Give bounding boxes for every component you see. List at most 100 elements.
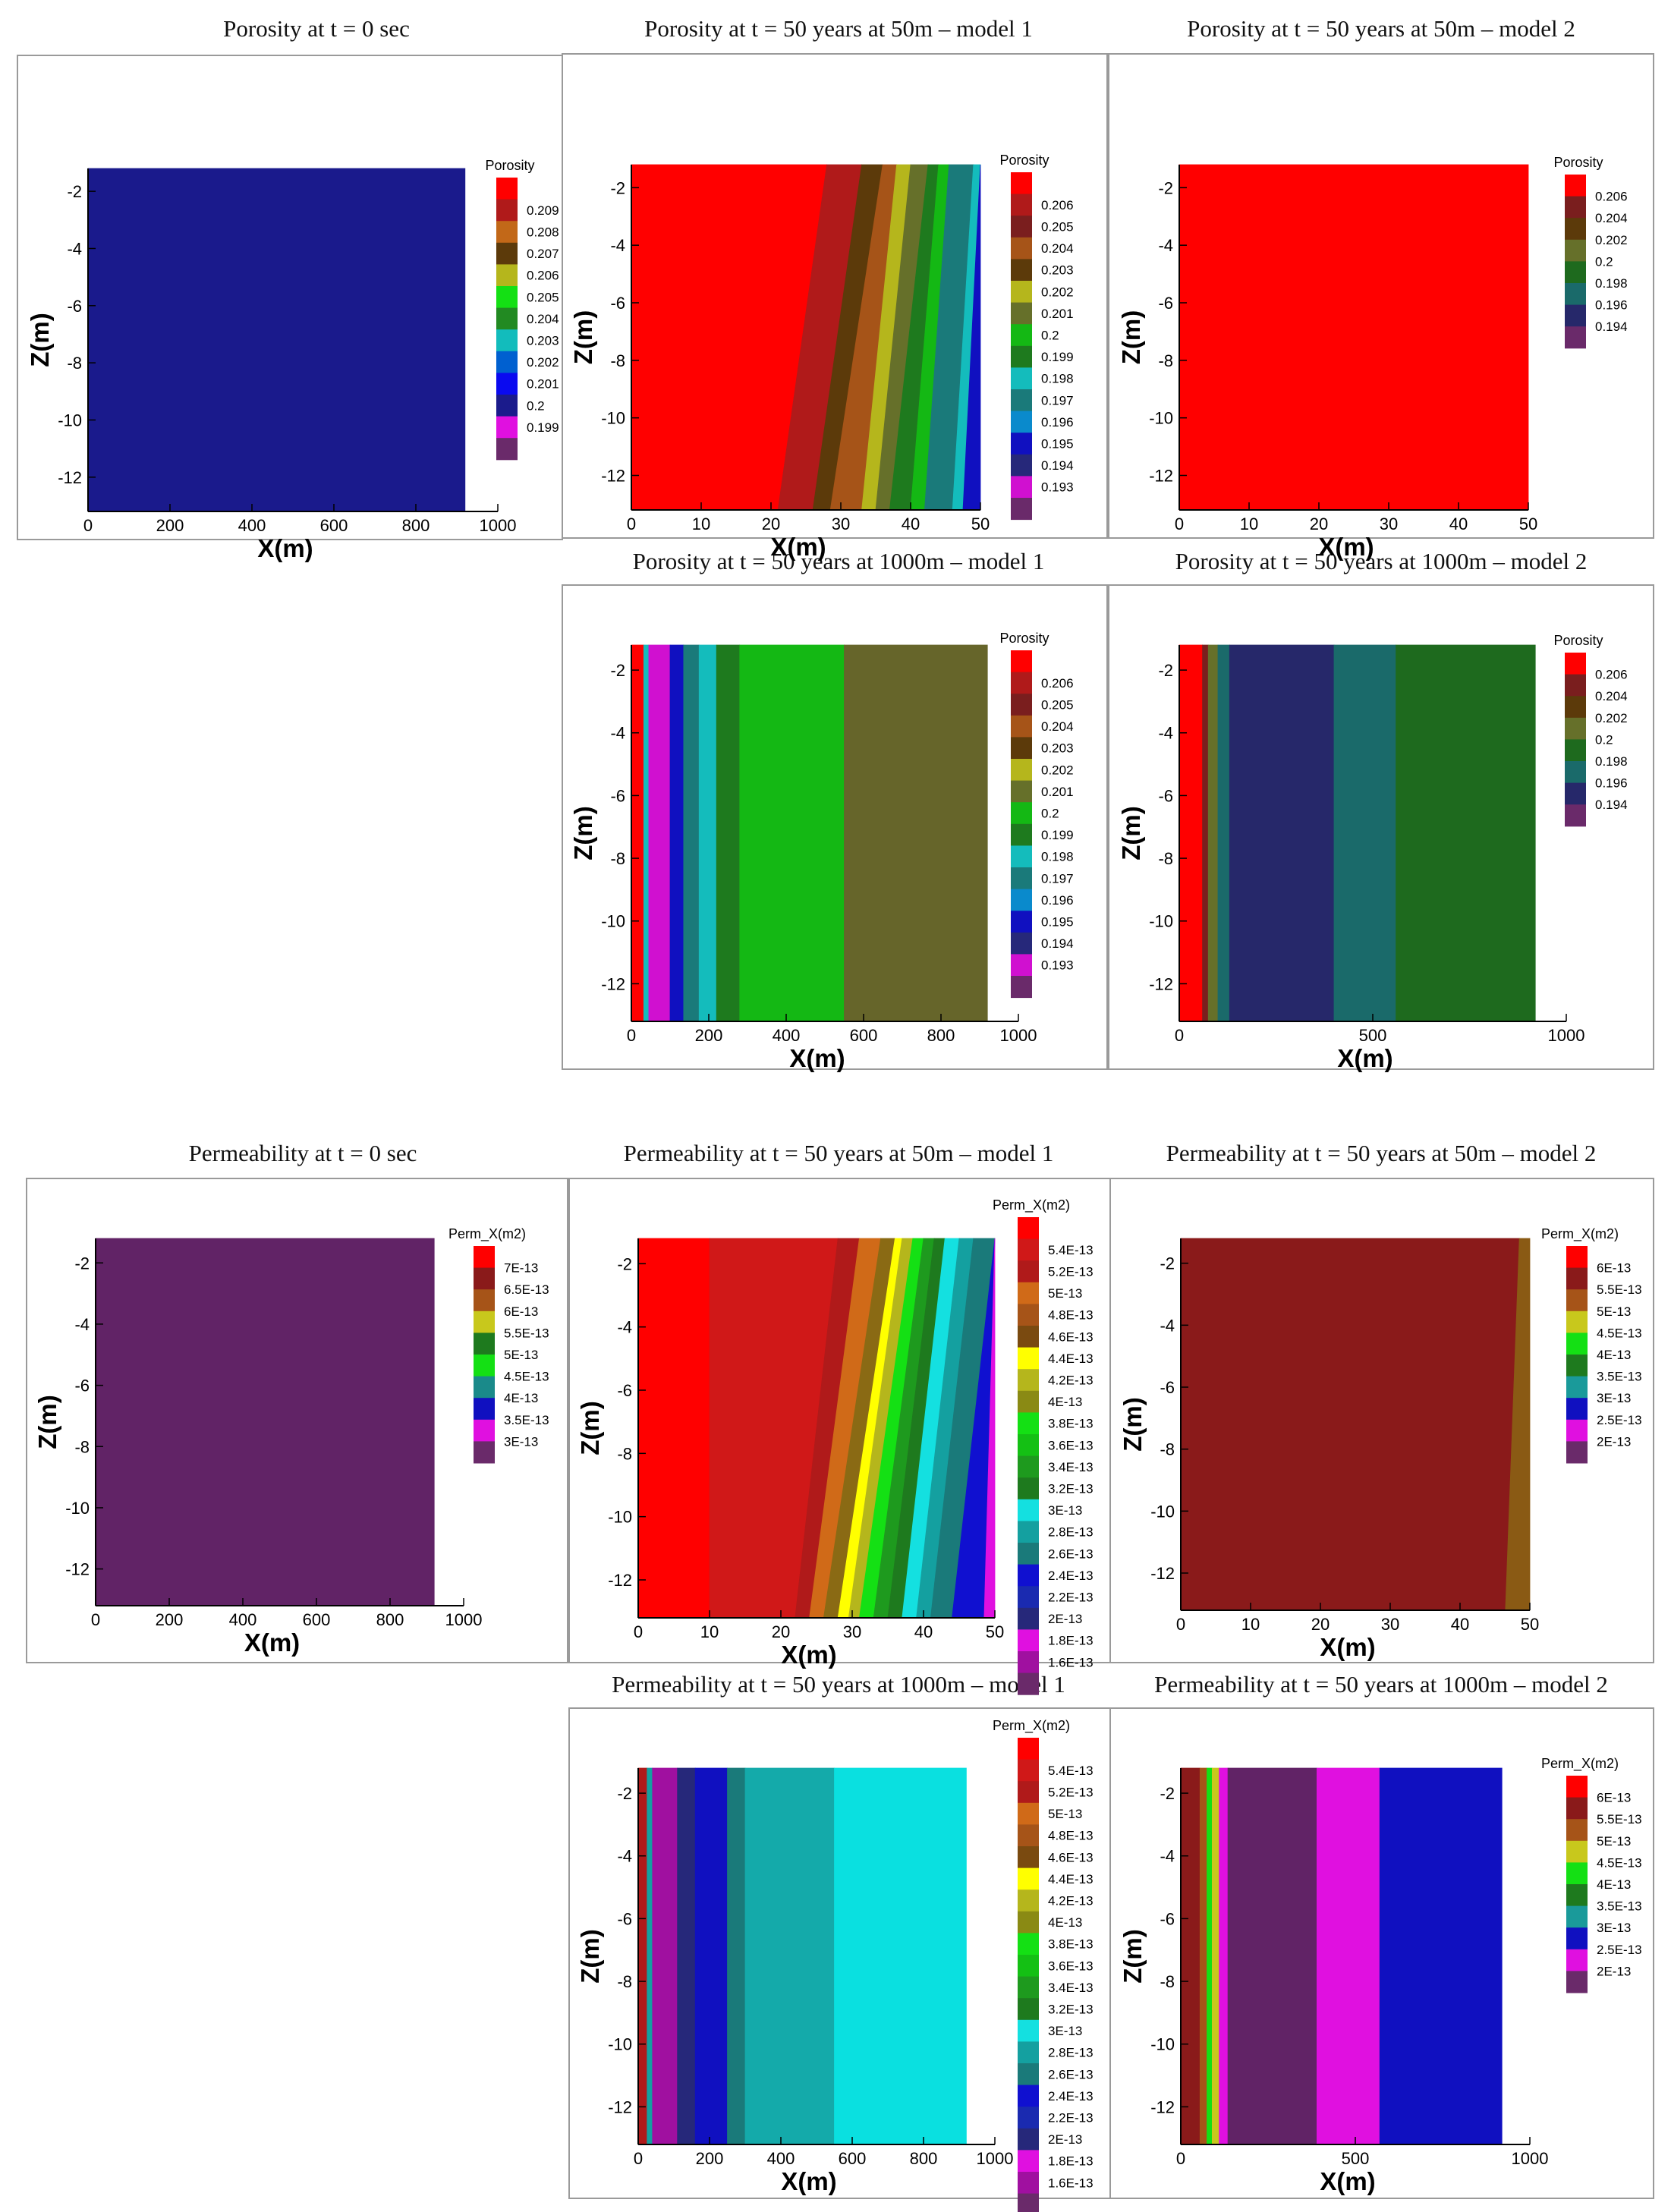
legend-swatch xyxy=(474,1333,495,1355)
contour-band xyxy=(1207,1767,1213,2145)
legend-value-label: 2.5E-13 xyxy=(1597,1943,1642,1957)
contour-band xyxy=(727,1767,746,2145)
x-tick-label: 50 xyxy=(1521,1615,1539,1634)
contour-band xyxy=(1207,644,1219,1022)
contour-field xyxy=(631,164,981,511)
legend-swatch xyxy=(1566,1776,1588,1798)
legend-swatch xyxy=(1011,324,1032,347)
legend-value-label: 1.6E-13 xyxy=(1048,1655,1094,1669)
legend-value-label: 0.204 xyxy=(1041,719,1074,734)
legend-value-label: 0.203 xyxy=(1041,741,1074,756)
legend-swatch xyxy=(1018,1911,1039,1934)
x-tick-label: 10 xyxy=(692,514,710,533)
contour-field xyxy=(1179,164,1529,511)
porosity-50m-model1-panel: 0 10 20 30 40 50 -2 -4 -6 -8 -10 -12 X(m) Z(m) Porosit… xyxy=(562,53,1108,561)
legend-value-label: 4.2E-13 xyxy=(1048,1894,1094,1908)
legend-swatch xyxy=(474,1376,495,1399)
legend-value-label: 0.206 xyxy=(1595,190,1628,204)
legend-swatch xyxy=(1566,1819,1588,1842)
colorbar-legend: Perm_X(m2) 5.4E-13 5.2E-13 5E-13 4.8E-13 4.6E… xyxy=(993,1718,1094,2212)
legend-value-label: 0.194 xyxy=(1041,936,1074,951)
x-tick-label: 200 xyxy=(696,2149,724,2168)
contour-chart: 0 200 400 600 800 1000 -2 -4 -6 -8 -10 -12 X(m) Z(m) P… xyxy=(33,1226,549,1657)
contour-chart: 0 10 20 30 40 50 -2 -4 -6 -8 -10 -12 X(m) Z(m) Perm_X(… xyxy=(576,1197,1094,1695)
legend-value-label: 3E-13 xyxy=(1597,1921,1631,1935)
colorbar-legend: Perm_X(m2) 5.4E-13 5.2E-13 5E-13 4.8E-13 4.6E… xyxy=(993,1197,1094,1695)
legend-swatch xyxy=(1018,1521,1039,1543)
contour-band xyxy=(1379,1767,1503,2145)
legend-swatch xyxy=(1565,653,1586,675)
legend-value-label: 0.204 xyxy=(527,312,559,326)
legend-swatch xyxy=(1018,1304,1039,1326)
legend-swatch xyxy=(1566,1311,1588,1333)
x-tick-label: 40 xyxy=(902,514,920,533)
contour-band xyxy=(669,644,684,1022)
legend-swatch xyxy=(1011,259,1032,282)
contour-band xyxy=(1180,1238,1520,1611)
x-tick-label: 400 xyxy=(767,2149,795,2168)
legend-value-label: 0.202 xyxy=(1595,233,1628,247)
legend-value-label: 4.5E-13 xyxy=(1597,1326,1642,1340)
legend-swatch xyxy=(474,1355,495,1377)
legend-value-label: 4E-13 xyxy=(504,1391,538,1405)
legend-value-label: 5.2E-13 xyxy=(1048,1786,1094,1800)
contour-band xyxy=(1211,1767,1220,2145)
permeability-50m-model2-panel: 0 10 20 30 40 50 -2 -4 -6 -8 -10 -12 X(m) Z(m) Perm_X(… xyxy=(1109,1178,1654,1663)
legend-swatch xyxy=(1018,2107,1039,2129)
legend-value-label: 0.208 xyxy=(527,225,559,240)
legend-value-label: 3.8E-13 xyxy=(1048,1937,1094,1952)
y-tick-label: -12 xyxy=(1149,974,1173,993)
legend-swatch xyxy=(496,307,518,330)
y-tick-label: -4 xyxy=(610,236,625,255)
legend-value-label: 3E-13 xyxy=(1048,2024,1082,2038)
legend-value-label: 3E-13 xyxy=(504,1434,538,1449)
y-tick-label: -2 xyxy=(610,178,625,197)
y-axis-label: Z(m) xyxy=(1117,806,1145,860)
legend-value-label: 0.195 xyxy=(1041,437,1074,452)
legend-swatch xyxy=(496,221,518,244)
legend-value-label: 3.5E-13 xyxy=(1597,1899,1642,1914)
legend-value-label: 2E-13 xyxy=(1048,2132,1082,2147)
porosity-initial-panel: 0 200 400 600 800 1000 -2 -4 -6 -8 -10 -12 X(m) Z(m) P… xyxy=(17,55,563,562)
legend-value-label: 2E-13 xyxy=(1597,1964,1631,1978)
legend-value-label: 0.198 xyxy=(1595,754,1628,769)
legend-value-label: 0.198 xyxy=(1041,372,1074,386)
legend-swatch xyxy=(1018,2085,1039,2107)
contour-band xyxy=(95,1238,435,1606)
legend-swatch xyxy=(1018,1238,1039,1261)
legend-swatch xyxy=(1018,2193,1039,2212)
legend-swatch xyxy=(1565,696,1586,719)
legend-value-label: 0.206 xyxy=(1041,676,1074,691)
permeability-1000m-model1-panel: 0 200 400 600 800 1000 -2 -4 -6 -8 -10 -12 X(m) Z(m) P… xyxy=(568,1707,1111,2212)
legend-swatch xyxy=(1565,739,1586,762)
y-axis-label: Z(m) xyxy=(569,806,597,860)
legend-swatch xyxy=(1011,845,1032,868)
legend-value-label: 0.205 xyxy=(1041,220,1074,234)
contour-chart: 0 10 20 30 40 50 -2 -4 -6 -8 -10 -12 X(m) Z(m) Porosit… xyxy=(1117,155,1628,561)
y-tick-label: -2 xyxy=(67,182,82,201)
y-axis-label: Z(m) xyxy=(576,1401,604,1455)
legend-swatch xyxy=(1566,1376,1588,1399)
legend-value-label: 6E-13 xyxy=(1597,1261,1631,1276)
legend-value-label: 3E-13 xyxy=(1048,1503,1082,1518)
legend-value-label: 0.207 xyxy=(527,247,559,261)
y-tick-label: -6 xyxy=(610,294,625,313)
y-tick-label: -4 xyxy=(617,1318,632,1337)
y-tick-label: -12 xyxy=(1149,467,1173,486)
x-tick-label: 30 xyxy=(832,514,850,533)
legend-value-label: 4E-13 xyxy=(1048,1915,1082,1930)
contour-band xyxy=(1333,644,1397,1022)
contour-band xyxy=(844,644,988,1022)
legend-swatch xyxy=(496,416,518,439)
x-tick-label: 0 xyxy=(627,514,636,533)
x-tick-label: 30 xyxy=(1381,1615,1399,1634)
x-tick-label: 200 xyxy=(156,1610,184,1629)
y-tick-label: -8 xyxy=(610,351,625,370)
colorbar-legend: Perm_X(m2) 6E-13 5.5E-13 5E-13 4.5E-13 4E-13 3… xyxy=(1541,1756,1642,1993)
contour-chart: 0 200 400 600 800 1000 -2 -4 -6 -8 -10 -12 X(m) Z(m) P… xyxy=(569,631,1074,1072)
legend-value-label: 3.2E-13 xyxy=(1048,1482,1094,1496)
x-tick-label: 50 xyxy=(971,514,990,533)
contour-field xyxy=(1179,644,1536,1022)
legend-swatch xyxy=(496,264,518,287)
legend-value-label: 1.8E-13 xyxy=(1048,2154,1094,2169)
